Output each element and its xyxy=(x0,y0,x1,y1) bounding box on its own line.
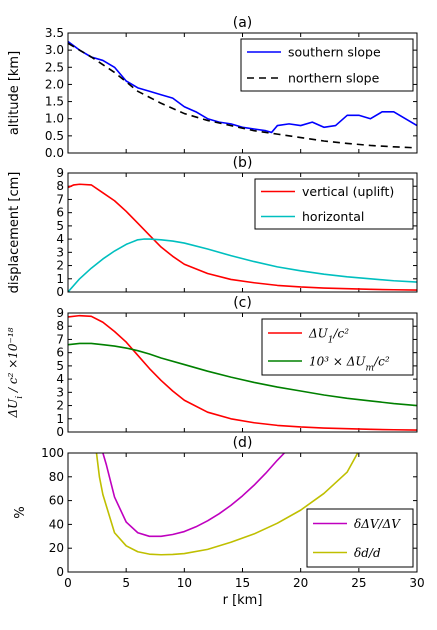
panel-title: (d) xyxy=(233,435,253,451)
legend: vertical (uplift) horizontal xyxy=(254,178,414,230)
y-axis-label: % xyxy=(13,506,28,518)
y-tick-label: 2.5 xyxy=(45,60,64,74)
y-tick-label: 2 xyxy=(56,259,64,273)
panel-title: (b) xyxy=(233,155,253,171)
legend-box xyxy=(254,178,414,230)
y-tick-label: 1 xyxy=(56,272,64,286)
y-tick-label: 9 xyxy=(56,306,64,320)
series-line-horizontal xyxy=(68,238,417,292)
y-tick-label: 0 xyxy=(56,285,64,299)
y-tick-label: 0.5 xyxy=(45,129,64,143)
x-tick-label: 25 xyxy=(351,576,366,590)
y-tick-label: 4 xyxy=(56,372,64,386)
panel-title: (a) xyxy=(233,15,253,31)
y-tick-label: 8 xyxy=(56,179,64,193)
x-tick-label: 10 xyxy=(177,576,192,590)
y-tick-label: 5 xyxy=(56,359,64,373)
y-tick-label: 5 xyxy=(56,219,64,233)
x-tick-label: 5 xyxy=(122,576,130,590)
y-tick-label: 0 xyxy=(56,565,64,579)
legend-label-v-v: δΔV/ΔV xyxy=(354,517,401,531)
y-tick-label: 9 xyxy=(56,166,64,180)
legend: ΔU1/c² 10³ × ΔUm/c² xyxy=(261,318,414,376)
y-tick-label: 20 xyxy=(49,541,64,555)
legend-label-vertical-uplift: vertical (uplift) xyxy=(302,184,394,199)
y-tick-label: 7 xyxy=(56,332,64,346)
plot-frame xyxy=(67,452,418,573)
series-group xyxy=(95,453,359,556)
y-tick-label: 0.0 xyxy=(45,146,64,160)
series-group xyxy=(68,183,417,292)
y-tick-label: 100 xyxy=(41,446,64,460)
legend-box xyxy=(240,38,414,92)
y-tick-label: 1.5 xyxy=(45,95,64,109)
y-axis-label: ΔUi / c² ×10⁻¹⁸ xyxy=(6,327,25,418)
y-tick-label: 60 xyxy=(49,494,64,508)
y-tick-label: 6 xyxy=(56,346,64,360)
y-tick-label: 3 xyxy=(56,245,64,259)
x-tick-label: 15 xyxy=(235,576,250,590)
y-tick-label: 3.5 xyxy=(45,26,64,40)
y-tick-label: 4 xyxy=(56,232,64,246)
legend-box xyxy=(306,508,414,568)
legend-label-northern-slope: northern slope xyxy=(288,71,380,86)
panel-4: (d) 0 5 10 15 20 25 30 0 20 40 60 80 100% r [km] δΔV/ΔV… xyxy=(13,435,425,608)
legend-box xyxy=(261,318,414,376)
x-tick-label: 0 xyxy=(64,576,72,590)
y-tick-label: 8 xyxy=(56,319,64,333)
legend-label-d-d: δd/d xyxy=(354,546,381,560)
legend-label-southern-slope: southern slope xyxy=(288,45,381,60)
series-line-southern-slope xyxy=(68,40,417,134)
x-axis-label: r [km] xyxy=(223,593,263,608)
y-tick-label: 7 xyxy=(56,192,64,206)
y-axis-label: displacement [cm] xyxy=(7,172,22,294)
plot-frame xyxy=(67,312,418,433)
y-tick-label: 0 xyxy=(56,425,64,439)
series-line-v-v xyxy=(102,453,285,538)
y-tick-label: 80 xyxy=(49,470,64,484)
legend-label-horizontal: horizontal xyxy=(302,209,364,224)
y-tick-label: 2 xyxy=(56,399,64,413)
panel-title: (c) xyxy=(233,295,252,311)
series-group xyxy=(68,40,417,149)
y-tick-label: 40 xyxy=(49,517,64,531)
y-tick-label: 1.0 xyxy=(45,112,64,126)
series-line-vertical-uplift xyxy=(68,183,417,291)
plot-frame xyxy=(67,32,418,154)
y-tick-label: 3 xyxy=(56,385,64,399)
y-tick-label: 2.0 xyxy=(45,77,64,91)
series-group xyxy=(68,314,417,431)
plot-frame xyxy=(67,172,418,293)
legend-label-u-1-c: ΔU1/c² xyxy=(308,327,349,346)
y-tick-label: 1 xyxy=(56,412,64,426)
y-tick-label: 3.0 xyxy=(45,43,64,57)
series-line-u-1-c xyxy=(68,314,417,431)
series-line-10-u-m-c xyxy=(68,342,417,407)
legend: southern slope northern slope xyxy=(240,38,414,92)
y-axis-label: altitude [km] xyxy=(7,51,22,135)
y-tick-label: 6 xyxy=(56,206,64,220)
legend: δΔV/ΔV δd/d xyxy=(306,508,414,568)
legend-label-10-u-m-c: 10³ × ΔUm/c² xyxy=(309,355,390,374)
x-tick-label: 30 xyxy=(409,576,424,590)
x-tick-label: 20 xyxy=(293,576,308,590)
series-line-d-d xyxy=(95,453,359,556)
panel-1: (a) 0.0 0.5 1.0 1.5 2.0 2.5 3.0 3.5 altitude [km]… xyxy=(7,15,418,160)
series-line-northern-slope xyxy=(68,42,417,149)
